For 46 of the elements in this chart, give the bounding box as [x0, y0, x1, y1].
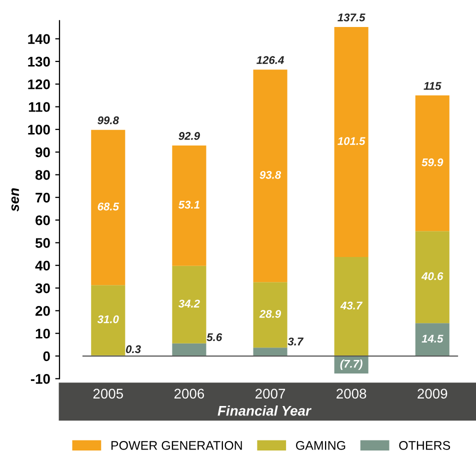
- y-tick-label: 80: [35, 170, 50, 180]
- y-tick-label: 70: [36, 192, 50, 203]
- y-tick-label: 100: [28, 124, 50, 135]
- data-label: 0.3: [126, 345, 141, 354]
- y-tick-label: 90: [36, 147, 50, 158]
- y-tick-label: 60: [36, 215, 50, 226]
- data-label: 53.1: [178, 200, 200, 209]
- data-label: 68.5: [98, 202, 120, 210]
- y-axis-title: sen: [11, 188, 19, 212]
- x-tick-label: 2008: [336, 388, 366, 399]
- x-tick-label: 2005: [93, 388, 124, 399]
- x-axis-title: Financial Year: [218, 406, 312, 416]
- y-tick-label: 120: [28, 79, 50, 90]
- data-label: (7.7): [340, 360, 362, 370]
- legend-label: GAMING: [296, 441, 346, 450]
- data-label: 14.5: [422, 334, 444, 343]
- legend-label: OTHERS: [399, 441, 450, 450]
- y-tick-label: 110: [28, 102, 50, 112]
- x-tick-label: 2007: [256, 388, 286, 399]
- data-label: 3.7: [288, 338, 304, 346]
- total-label: 99.8: [98, 116, 119, 124]
- legend-label: POWER GENERATION: [111, 441, 242, 450]
- x-tick-label: 2009: [418, 388, 448, 399]
- y-tick-label: 40: [35, 260, 50, 271]
- y-tick-label: 50: [35, 238, 50, 248]
- x-tick-label: 2006: [174, 388, 204, 399]
- y-tick-label: 140: [28, 34, 50, 44]
- data-label: 31.0: [97, 315, 119, 324]
- data-label: 43.7: [340, 302, 363, 310]
- y-tick-label: 30: [35, 283, 50, 294]
- total-label: 126.4: [256, 56, 284, 64]
- data-label: 34.2: [178, 300, 200, 308]
- total-label: 137.5: [338, 14, 366, 22]
- data-label: 101.5: [338, 137, 366, 145]
- y-tick-label: 20: [36, 306, 50, 316]
- data-label: 28.9: [259, 310, 282, 318]
- total-label: 92.9: [178, 132, 200, 140]
- y-tick-label: 0: [43, 351, 50, 362]
- data-label: 5.6: [206, 333, 222, 342]
- data-label: 59.9: [422, 158, 444, 166]
- total-label: 115: [424, 82, 442, 90]
- y-tick-label: -10: [30, 374, 50, 384]
- data-label: 40.6: [421, 272, 444, 280]
- y-tick-label: 10: [36, 328, 50, 339]
- data-label: 93.8: [260, 170, 282, 179]
- y-tick-label: 130: [28, 56, 50, 67]
